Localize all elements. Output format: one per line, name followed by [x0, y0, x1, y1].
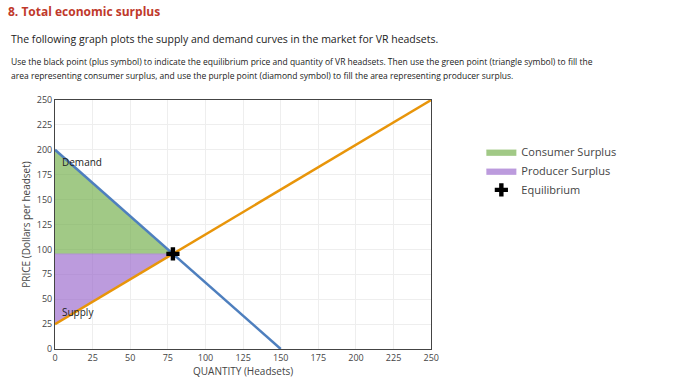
svg-text:Supply: Supply	[62, 305, 94, 319]
svg-text:250: 250	[37, 93, 52, 106]
svg-text:Equilibrium: Equilibrium	[521, 182, 580, 197]
svg-text:100: 100	[37, 243, 52, 256]
svg-text:100: 100	[198, 351, 213, 364]
svg-text:QUANTITY (Headsets): QUANTITY (Headsets)	[193, 364, 293, 378]
svg-text:Use the black point (plus symb: Use the black point (plus symbol) to ind…	[11, 56, 593, 67]
svg-text:50: 50	[42, 292, 52, 305]
svg-text:PRICE (Dollars per headset): PRICE (Dollars per headset)	[19, 161, 33, 287]
svg-text:150: 150	[273, 351, 288, 364]
svg-text:225: 225	[37, 118, 52, 131]
svg-text:0: 0	[52, 351, 57, 364]
svg-text:25: 25	[42, 317, 52, 330]
svg-text:Producer Surplus: Producer Surplus	[521, 163, 610, 178]
svg-text:Demand: Demand	[62, 155, 102, 169]
svg-text:125: 125	[37, 218, 52, 231]
svg-text:Consumer Surplus: Consumer Surplus	[521, 144, 616, 159]
svg-text:200: 200	[348, 351, 363, 364]
svg-text:The following graph plots the: The following graph plots the supply and…	[11, 32, 438, 46]
svg-text:75: 75	[163, 351, 173, 364]
svg-text:175: 175	[311, 351, 326, 364]
svg-text:200: 200	[37, 143, 52, 156]
svg-text:150: 150	[37, 193, 52, 206]
svg-text:area representing consumer sur: area representing consumer surplus, and …	[11, 70, 513, 81]
svg-text:8. Total economic surplus: 8. Total economic surplus	[8, 3, 160, 20]
svg-text:75: 75	[42, 267, 52, 280]
svg-text:25: 25	[87, 351, 97, 364]
svg-text:125: 125	[235, 351, 250, 364]
svg-text:250: 250	[423, 351, 438, 364]
svg-text:0: 0	[47, 342, 52, 355]
svg-text:50: 50	[125, 351, 135, 364]
svg-text:175: 175	[37, 168, 52, 181]
svg-text:225: 225	[386, 351, 401, 364]
